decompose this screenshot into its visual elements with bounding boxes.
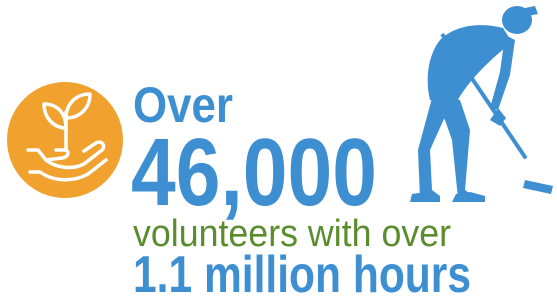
infographic: Over 46,000 volunteers with over 1.1 mil… [0,0,557,300]
volunteer-silhouette [410,6,553,202]
sprout-icon [7,82,123,198]
headline-number: 46,000 [131,119,377,226]
page: Over 46,000 volunteers with over 1.1 mil… [0,0,557,300]
tail-text: 1.1 million hours [133,246,471,300]
